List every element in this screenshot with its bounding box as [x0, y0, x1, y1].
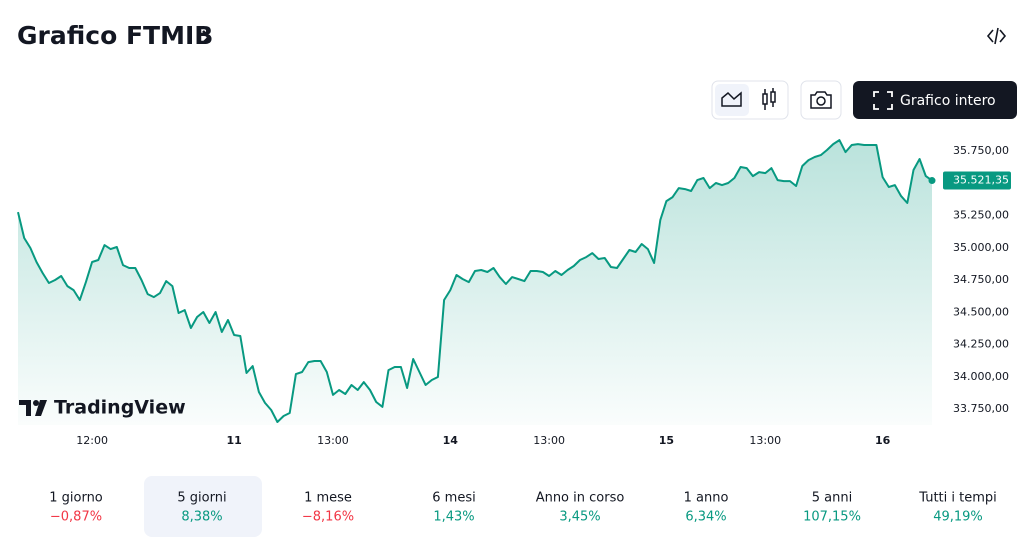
period-tab[interactable] [520, 478, 640, 534]
title-chevron[interactable] [202, 30, 211, 44]
y-tick-label: 35.250,00 [953, 209, 1009, 222]
price-line [17, 139, 933, 423]
screenshot-button[interactable] [800, 80, 842, 120]
y-tick-label: 34.250,00 [953, 338, 1009, 351]
period-tab[interactable] [142, 478, 262, 534]
watermark-text: TradingView [54, 397, 186, 419]
area-chart-button[interactable] [715, 84, 749, 116]
last-point [928, 177, 936, 185]
camera-icon [810, 91, 832, 109]
x-tick-label: 11 [226, 434, 241, 447]
fullscreen-button[interactable] [853, 81, 1017, 119]
price-tag-label: 35.521,35 [953, 174, 1009, 187]
x-tick-label: 16 [875, 434, 891, 447]
y-tick-label: 35.750,00 [953, 144, 1009, 157]
period-tabs: 1 giorno −0,87% 5 giorni 8,38% 1 mese −8,16% 6… [16, 476, 1018, 537]
period-change: 49,19% [933, 510, 983, 525]
period-tab[interactable] [772, 478, 892, 534]
period-label: Anno in corso [536, 491, 625, 506]
period-label: 1 giorno [49, 491, 103, 506]
period-label: 1 anno [684, 491, 729, 506]
page-title[interactable]: Grafico FTMIB [17, 21, 213, 50]
period-label: 1 mese [304, 491, 352, 506]
period-label: Tutti i tempi [918, 491, 997, 506]
period-label: 5 anni [812, 491, 852, 506]
y-tick-label: 34.750,00 [953, 273, 1009, 286]
x-tick-label: 13:00 [533, 434, 565, 447]
x-tick-label: 14 [443, 434, 459, 447]
period-change: −0,87% [50, 510, 102, 525]
fullscreen-label: Grafico intero [900, 93, 996, 109]
y-tick-label: 33.750,00 [953, 402, 1009, 415]
period-change: 3,45% [559, 510, 600, 525]
x-tick-label: 13:00 [317, 434, 349, 447]
tradingview-logo [19, 400, 47, 416]
embed-icon[interactable] [986, 27, 1007, 45]
candle-chart-button[interactable] [762, 88, 776, 110]
x-tick-label: 13:00 [749, 434, 781, 447]
price-tag [943, 171, 1011, 190]
y-tick-label: 34.500,00 [953, 305, 1009, 318]
period-label: 6 mesi [432, 491, 475, 506]
period-tab[interactable] [16, 478, 136, 534]
x-tick-label: 15 [659, 434, 674, 447]
period-change: 1,43% [433, 510, 474, 525]
period-change: 8,38% [181, 510, 222, 525]
period-tab[interactable] [394, 478, 514, 534]
period-label: 5 giorni [177, 491, 226, 506]
y-tick-label: 34.000,00 [953, 370, 1009, 383]
period-change: 107,15% [803, 510, 861, 525]
plot-area: 33.750,00 34.000,00 34.250,00 34.500,00 34.7… [17, 139, 1011, 447]
period-change: −8,16% [302, 510, 354, 525]
area-chart-icon [721, 91, 742, 107]
area-fill [18, 140, 932, 425]
y-tick-label: 35.000,00 [953, 241, 1009, 254]
x-tick-label: 12:00 [76, 434, 108, 447]
period-change: 6,34% [685, 510, 726, 525]
selected-tab-bg [144, 476, 262, 537]
period-tab[interactable] [898, 478, 1018, 534]
period-tab[interactable] [268, 478, 388, 534]
period-tab[interactable] [646, 478, 766, 534]
fullscreen-icon [873, 91, 893, 110]
